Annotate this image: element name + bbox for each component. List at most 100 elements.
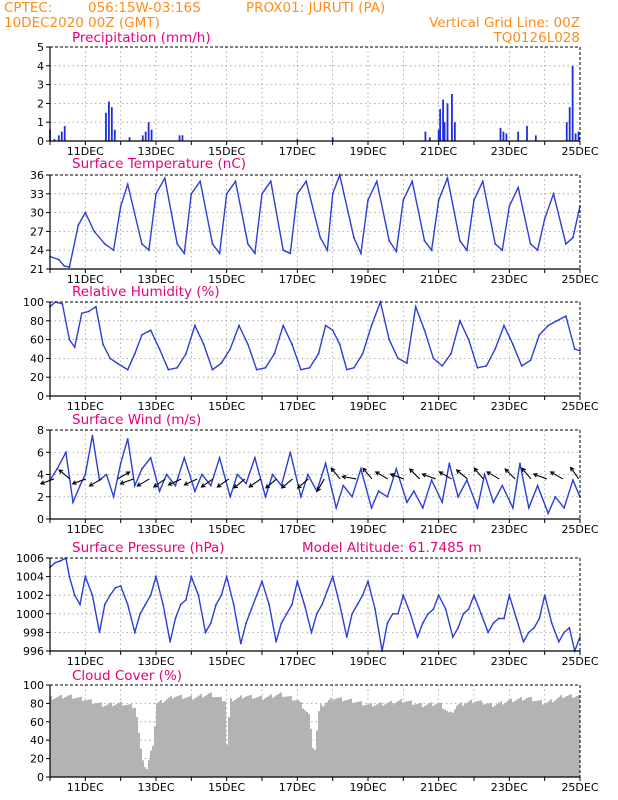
y-tick-label: 4: [37, 60, 44, 73]
temp-data-point: [190, 192, 193, 195]
wind-data-point: [554, 495, 557, 498]
cloud-bar: [194, 698, 196, 777]
date-tick-label: 17DEC: [279, 145, 316, 158]
cloud-bar: [260, 695, 262, 777]
rh-data-point: [520, 365, 523, 367]
wind-arrow: [521, 467, 532, 480]
pres-data-point: [296, 580, 299, 583]
cloud-bar: [84, 700, 86, 777]
cloud-bar: [578, 695, 580, 777]
pres-data-point: [215, 603, 217, 606]
temp-data-point: [352, 236, 355, 239]
cloud-bar: [250, 694, 252, 777]
cloud-bar: [328, 699, 330, 777]
wind-arrow: [117, 471, 130, 480]
cloud-bar: [406, 701, 408, 777]
cloud-bar: [100, 702, 102, 777]
wind-arrow: [439, 471, 452, 480]
cloud-bar: [242, 698, 244, 777]
wind-arrow: [137, 478, 150, 487]
cloud-bar: [340, 697, 342, 777]
temp-data-point: [564, 243, 567, 245]
wind-arrow-head: [71, 480, 77, 485]
cloud-bar: [504, 702, 506, 777]
cloud-bar: [138, 732, 140, 777]
date-tick-label: 23DEC: [491, 400, 528, 413]
wind-data-point: [536, 484, 539, 487]
cloud-bar: [218, 696, 220, 777]
pres-data-point: [331, 575, 334, 578]
wind-arrow: [153, 478, 166, 488]
cloud-bar: [414, 704, 416, 777]
wind-arrow: [362, 467, 373, 480]
cloud-bar: [452, 712, 454, 777]
cloud-bar: [90, 699, 92, 777]
wind-data-point: [254, 456, 256, 459]
cloud-bar: [448, 712, 450, 777]
temp-data-point: [517, 186, 520, 189]
cloud-bar: [392, 704, 394, 777]
cloud-bar: [304, 710, 306, 777]
cloud-bar: [404, 701, 406, 777]
cloud-bar: [346, 699, 348, 777]
pres-data-point: [303, 603, 306, 606]
y-tick-label: 20: [30, 371, 44, 384]
wind-arrow: [72, 478, 86, 485]
cloud-bar: [568, 695, 570, 777]
rh-data-point: [476, 366, 479, 369]
date-tick-label: 19DEC: [349, 523, 386, 536]
rh-data-point: [573, 348, 576, 350]
y-tick-label: 40: [30, 734, 44, 747]
cloud-bar: [442, 708, 444, 777]
wind-arrow-head: [504, 468, 510, 474]
temp-data-point: [473, 199, 475, 201]
wind-data-point: [547, 512, 550, 515]
wind-arrow: [486, 471, 500, 480]
cloud-bar: [376, 704, 378, 777]
cloud-bar: [368, 704, 370, 777]
rh-data-point: [361, 352, 364, 355]
wind-data-point: [421, 506, 424, 509]
rh-data-point: [467, 338, 470, 341]
pres-data-point: [409, 612, 412, 615]
cloud-bar: [336, 698, 338, 777]
cloud-bar: [492, 706, 494, 777]
rh-data-point: [352, 366, 355, 369]
wind-arrow: [168, 478, 182, 486]
cloud-bar: [232, 701, 234, 777]
wind-data-point: [201, 473, 203, 476]
pres-data-point: [444, 608, 447, 611]
cloud-bar: [136, 717, 138, 777]
temp-data-point: [536, 249, 539, 252]
pres-data-point: [508, 594, 511, 597]
cloud-bar: [506, 701, 508, 777]
wind-data-point: [377, 490, 380, 493]
cloud-bar: [332, 700, 334, 777]
date-tick-label: 23DEC: [491, 523, 528, 536]
surface-temperature-title: Surface Temperature (nC): [72, 156, 246, 172]
cloud-bar: [316, 730, 318, 777]
wind-arrow: [533, 473, 548, 480]
pres-data-point: [563, 631, 565, 634]
cloud-bar: [474, 701, 476, 777]
cloud-bar: [572, 697, 574, 777]
rh-data-point: [126, 368, 129, 371]
cloud-bar: [150, 750, 152, 777]
cloud-bar: [60, 694, 62, 777]
cloud-bar: [476, 701, 478, 777]
pres-data-point: [533, 626, 535, 629]
date-tick-label: 19DEC: [349, 781, 386, 794]
y-tick-label: 4: [37, 469, 44, 482]
wind-arrow: [40, 478, 55, 485]
cloud-bar: [216, 697, 218, 777]
cloud-bar: [214, 697, 216, 777]
y-tick-label: 1002: [16, 589, 44, 602]
cloud-bar: [302, 708, 304, 777]
cloud-bar: [248, 695, 250, 777]
wind-arrow: [120, 478, 134, 485]
rh-data-point: [193, 324, 196, 327]
y-tick-label: 998: [23, 626, 44, 639]
cloud-bar: [254, 697, 256, 777]
cloud-bar: [422, 706, 424, 777]
cloud-bar: [330, 697, 332, 777]
